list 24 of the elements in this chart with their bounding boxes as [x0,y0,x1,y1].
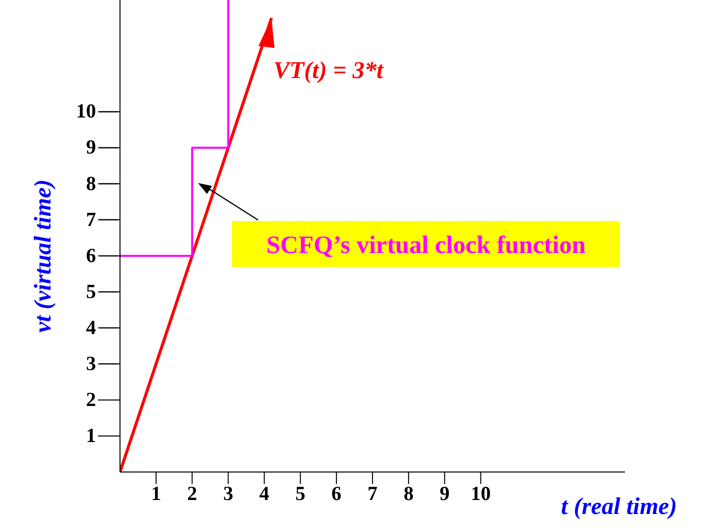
legend-label: VT(t) = 3*t [274,58,384,84]
y-tick-label: 2 [86,388,96,411]
annotation: SCFQ’s virtual clock function [266,232,586,259]
x-axis-title: t (real time) [561,494,677,520]
x-tick-label: 2 [187,483,198,506]
y-tick-label: 10 [76,100,96,123]
y-tick-label: 7 [86,208,96,231]
y-tick-label: 5 [86,280,96,303]
y-axis-title: vt (virtual time) [30,179,57,333]
y-tick-label: 6 [86,244,96,267]
y-tick-label: 9 [86,136,96,159]
x-tick-label: 10 [470,483,491,506]
y-tick-label: 4 [86,316,96,339]
y-tick-label: 8 [86,172,96,195]
x-tick-label: 8 [404,483,414,506]
x-tick-label: 1 [151,483,162,506]
y-tick-label: 1 [86,424,96,447]
x-tick-label: 6 [331,483,342,506]
x-tick-label: 3 [223,483,234,506]
x-tick-label: 7 [368,483,378,506]
x-tick-label: 5 [295,483,306,506]
x-tick-label: 4 [259,483,270,506]
y-tick-label: 3 [86,352,96,375]
x-tick-label: 9 [440,483,450,506]
